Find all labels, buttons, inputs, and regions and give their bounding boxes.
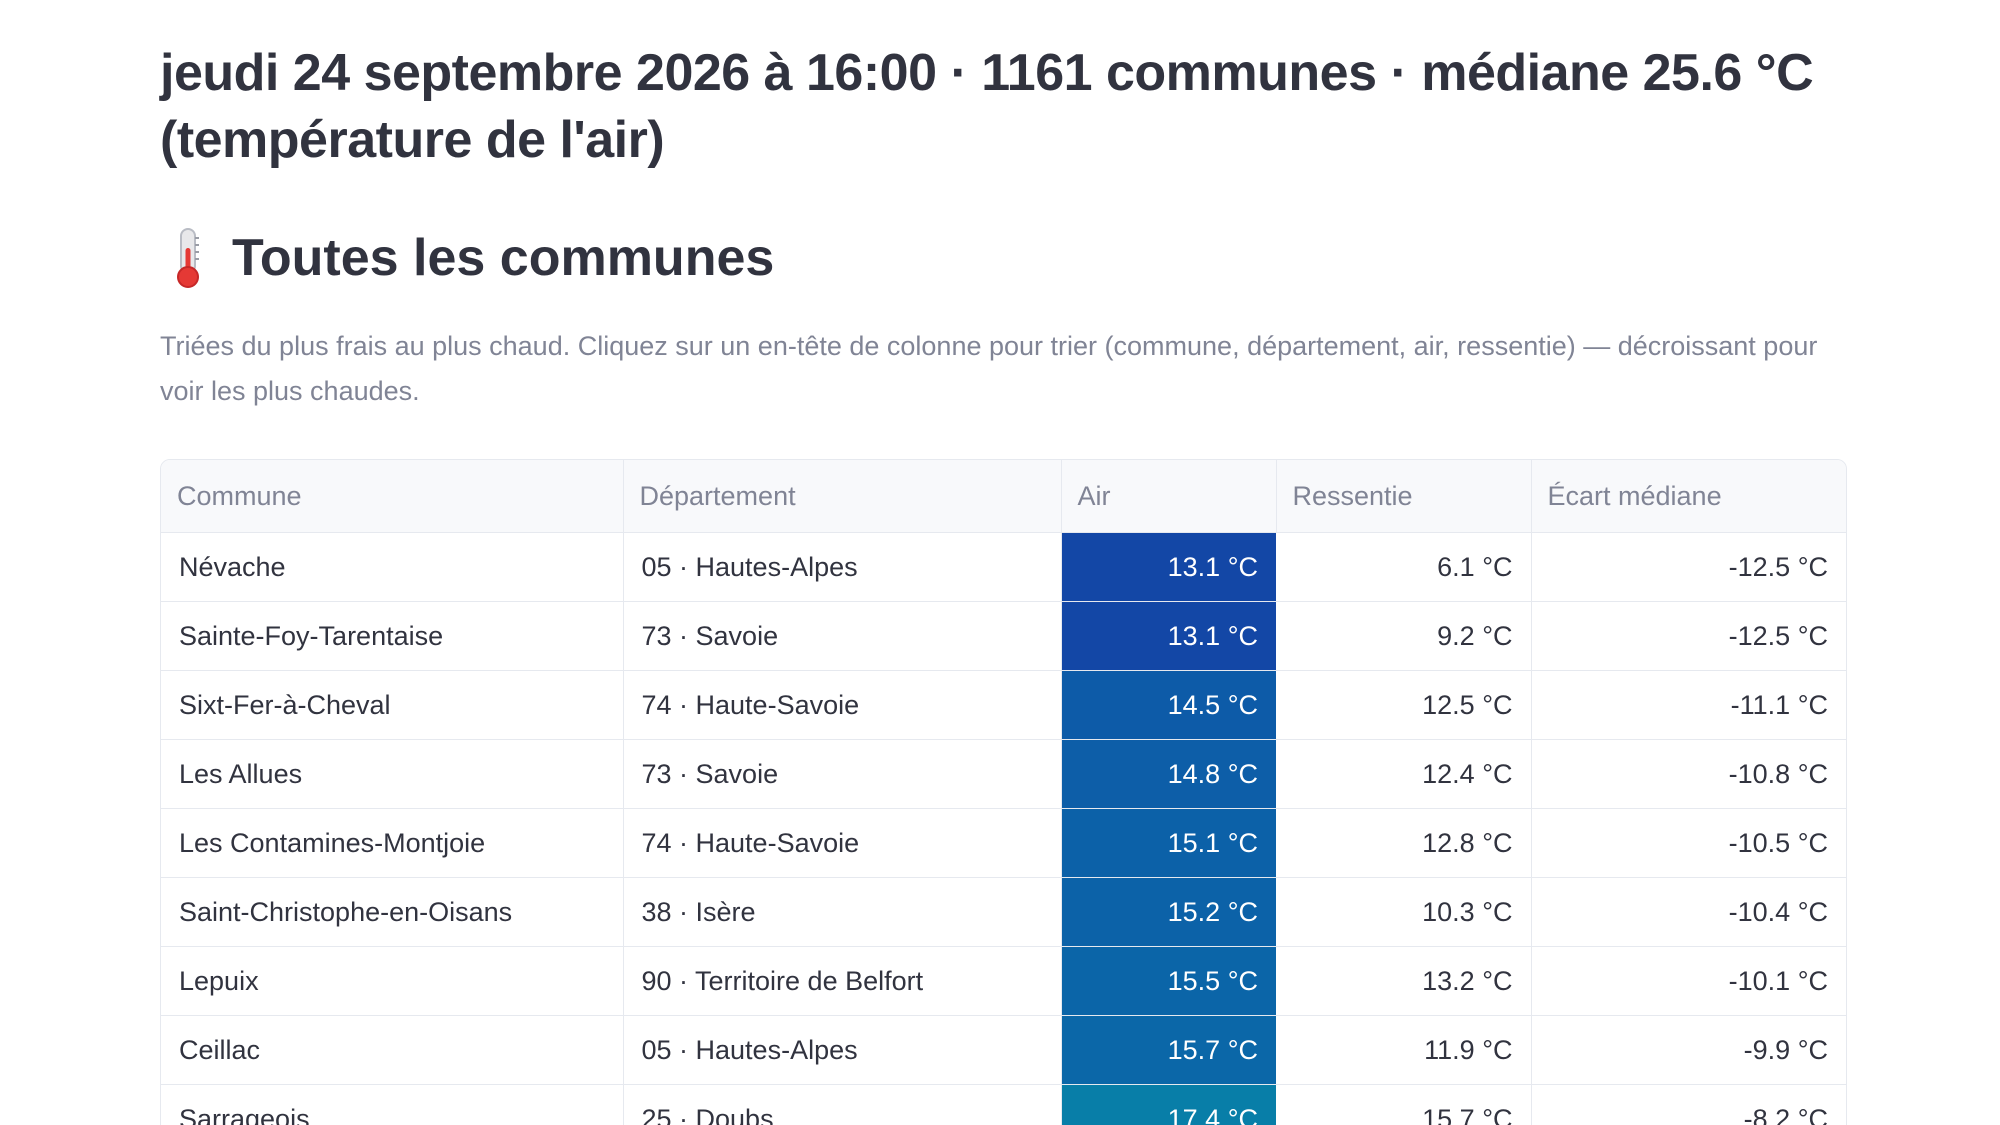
table-row: Lepuix 90 · Territoire de Belfort 15.5 °C 1… — [161, 946, 1846, 1016]
table-row: Les Contamines-Montjoie 74 · Haute-Savoie… — [161, 808, 1846, 878]
cell-departement: 74 · Haute-Savoie — [623, 808, 1062, 878]
cell-commune: Sainte-Foy-Tarentaise — [161, 601, 624, 671]
table-row: Sarrageois 25 · Doubs 17.4 °C 15.7 °C -8.2 °… — [161, 1084, 1846, 1125]
cell-air: 14.8 °C — [1061, 739, 1276, 809]
table-row: Sainte-Foy-Tarentaise 73 · Savoie 13.1 °C 9… — [161, 601, 1846, 671]
cell-departement: 73 · Savoie — [623, 739, 1062, 809]
data-table: Commune Département Air Ressentie Écart … — [161, 460, 1846, 1125]
cell-ressentie: 12.5 °C — [1276, 670, 1532, 740]
cell-commune: Sixt-Fer-à-Cheval — [161, 670, 624, 740]
cell-departement: 90 · Territoire de Belfort — [623, 946, 1062, 1016]
table-row: Saint-Christophe-en-Oisans 38 · Isère 15.2… — [161, 877, 1846, 947]
column-header-ecart-mediane[interactable]: Écart médiane — [1531, 460, 1846, 533]
table-body: Névache 05 · Hautes-Alpes 13.1 °C 6.1 °C -12… — [161, 532, 1846, 1125]
cell-commune: Sarrageois — [161, 1084, 624, 1125]
cell-air: 15.1 °C — [1061, 808, 1276, 878]
cell-ressentie: 15.7 °C — [1276, 1084, 1532, 1125]
cell-departement: 05 · Hautes-Alpes — [623, 532, 1062, 602]
cell-ecart-mediane: -10.5 °C — [1531, 808, 1846, 878]
table-row: Ceillac 05 · Hautes-Alpes 15.7 °C 11.9 °C -9… — [161, 1015, 1846, 1085]
thermometer-icon — [177, 228, 199, 288]
cell-ecart-mediane: -11.1 °C — [1531, 670, 1846, 740]
cell-ecart-mediane: -10.4 °C — [1531, 877, 1846, 947]
cell-ressentie: 11.9 °C — [1276, 1015, 1532, 1085]
cell-air: 15.2 °C — [1061, 877, 1276, 947]
cell-commune: Les Allues — [161, 739, 624, 809]
column-header-ressentie[interactable]: Ressentie — [1276, 460, 1532, 533]
content: jeudi 24 septembre 2026 à 16:00 · 1161 c… — [160, 40, 1845, 414]
cell-commune: Lepuix — [161, 946, 624, 1016]
cell-ressentie: 6.1 °C — [1276, 532, 1532, 602]
cell-commune: Saint-Christophe-en-Oisans — [161, 877, 624, 947]
cell-departement: 25 · Doubs — [623, 1084, 1062, 1125]
column-header-commune[interactable]: Commune — [161, 460, 624, 533]
table-row: Sixt-Fer-à-Cheval 74 · Haute-Savoie 14.5 °… — [161, 670, 1846, 740]
page-title: jeudi 24 septembre 2026 à 16:00 · 1161 c… — [160, 44, 1814, 169]
cell-air: 17.4 °C — [1061, 1084, 1276, 1125]
cell-air: 14.5 °C — [1061, 670, 1276, 740]
section-title: Toutes les communes — [232, 229, 775, 287]
cell-ecart-mediane: -9.9 °C — [1531, 1015, 1846, 1085]
cell-ecart-mediane: -12.5 °C — [1531, 532, 1846, 602]
section-caption: Triées du plus frais au plus chaud. Cliq… — [160, 331, 1818, 406]
cell-departement: 38 · Isère — [623, 877, 1062, 947]
cell-air: 15.5 °C — [1061, 946, 1276, 1016]
column-header-departement[interactable]: Département — [623, 460, 1062, 533]
cell-ressentie: 9.2 °C — [1276, 601, 1532, 671]
cell-air: 13.1 °C — [1061, 601, 1276, 671]
column-header-air[interactable]: Air — [1061, 460, 1277, 533]
cell-ecart-mediane: -10.1 °C — [1531, 946, 1846, 1016]
table-row: Névache 05 · Hautes-Alpes 13.1 °C 6.1 °C -12… — [161, 532, 1846, 602]
table-header-row: Commune Département Air Ressentie Écart … — [161, 460, 1846, 533]
table-row: Les Allues 73 · Savoie 14.8 °C 12.4 °C -10.8… — [161, 739, 1846, 809]
cell-departement: 74 · Haute-Savoie — [623, 670, 1062, 740]
cell-departement: 73 · Savoie — [623, 601, 1062, 671]
cell-commune: Névache — [161, 532, 624, 602]
cell-ecart-mediane: -10.8 °C — [1531, 739, 1846, 809]
communes-table: Commune Département Air Ressentie Écart … — [160, 459, 1847, 1125]
cell-ecart-mediane: -8.2 °C — [1531, 1084, 1846, 1125]
cell-commune: Les Contamines-Montjoie — [161, 808, 624, 878]
cell-ressentie: 13.2 °C — [1276, 946, 1532, 1016]
cell-air: 13.1 °C — [1061, 532, 1276, 602]
section-heading: Toutes les communes — [160, 226, 1845, 290]
cell-ressentie: 10.3 °C — [1276, 877, 1532, 947]
cell-ecart-mediane: -12.5 °C — [1531, 601, 1846, 671]
cell-departement: 05 · Hautes-Alpes — [623, 1015, 1062, 1085]
cell-ressentie: 12.8 °C — [1276, 808, 1532, 878]
cell-ressentie: 12.4 °C — [1276, 739, 1532, 809]
cell-commune: Ceillac — [161, 1015, 624, 1085]
cell-air: 15.7 °C — [1061, 1015, 1276, 1085]
